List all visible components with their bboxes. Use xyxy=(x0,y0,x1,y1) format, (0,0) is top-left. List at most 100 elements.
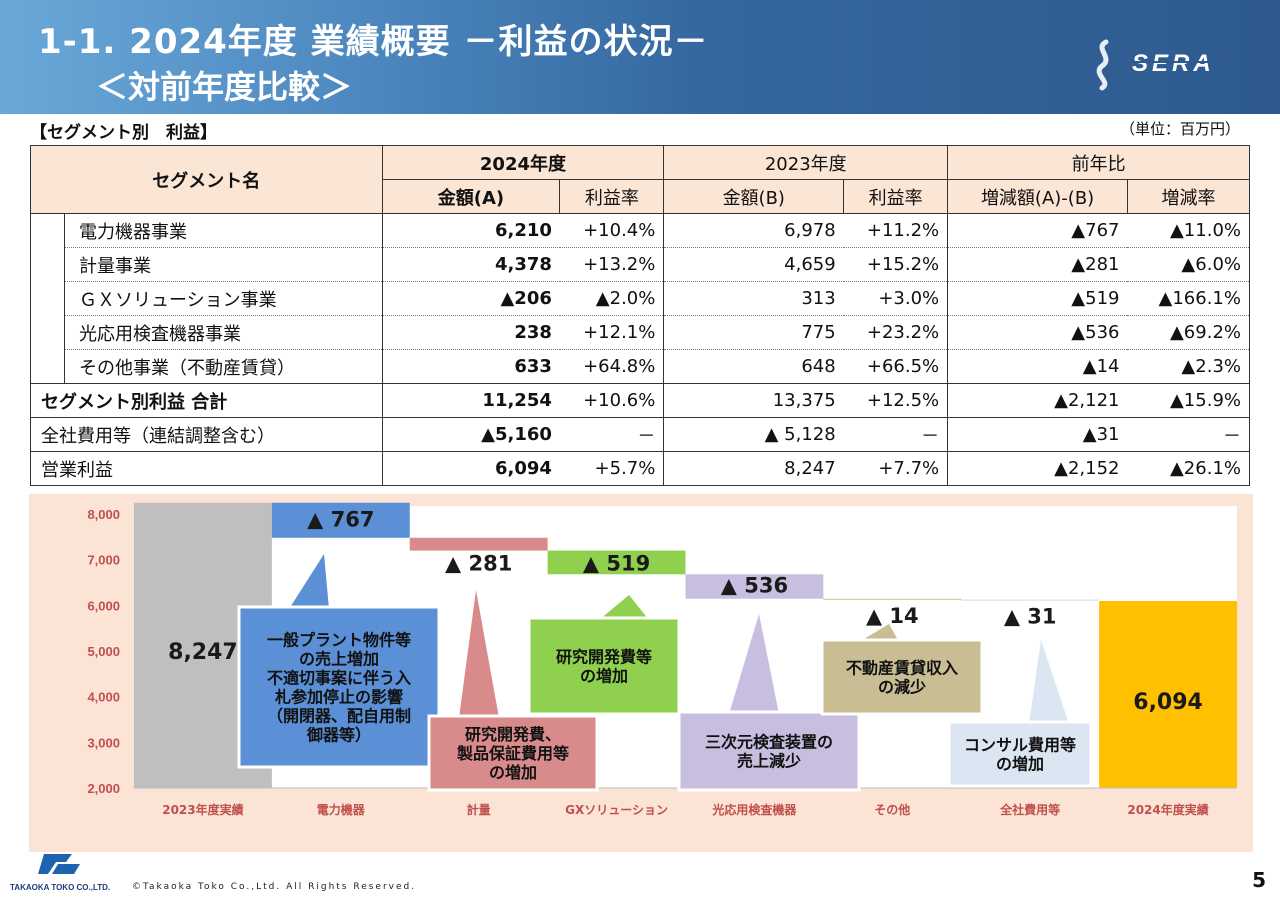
callout-text: 三次元検査装置の xyxy=(705,733,833,752)
callout-box xyxy=(947,720,1093,788)
x-tick-label: 光応用検査機器 xyxy=(711,802,797,817)
copyright: ©Takaoka Toko Co.,Ltd. All Rights Reserv… xyxy=(132,882,417,892)
cell-b: 313 xyxy=(663,281,844,316)
cell-r: ▲6.0% xyxy=(1127,247,1251,282)
y-tick-label: 2,000 xyxy=(87,781,120,796)
waterfall-chart: 2,000 3,000 4,000 5,000 6,000 7,000 8,000 2023年… xyxy=(87,502,1237,817)
cell-a: 6,210 xyxy=(381,213,560,248)
callout-text: コンサル費用等 xyxy=(964,736,1076,755)
bar xyxy=(685,574,824,599)
callout-box xyxy=(237,605,441,769)
cell-bm: +3.0% xyxy=(843,281,948,316)
header-amount-a: 金額(A) xyxy=(381,179,561,214)
cell-bm: +66.5% xyxy=(866,356,940,377)
table-row: その他事業（不動産賃貸） 633 +64.8% 648 +66.5% ▲14 ▲2.3% xyxy=(30,349,1251,384)
bar xyxy=(547,550,686,575)
cell-a: 633 xyxy=(381,349,560,384)
callout-text: 売上減少 xyxy=(737,752,801,771)
cell-d: ▲281 xyxy=(947,247,1128,282)
cell-d: ▲14 xyxy=(947,349,1128,384)
svg-text:SERA: SERA xyxy=(1132,50,1215,77)
unit-label: （単位：百万円） xyxy=(1119,120,1240,138)
segment-name: 光応用検査機器事業 xyxy=(64,315,383,350)
callout-text: の売上増加 xyxy=(299,650,379,669)
callout-text: の増加 xyxy=(996,755,1044,774)
sera-logo: SERA xyxy=(1096,39,1242,91)
indent-cell xyxy=(30,281,65,316)
table-row: 光応用検査機器事業 238 +12.1% 775 +23.2% ▲536 ▲69.2% xyxy=(30,315,1251,350)
cell-d: ▲519 xyxy=(947,281,1128,316)
y-tick-label: 8,000 xyxy=(87,507,120,522)
cell-r: ▲69.2% xyxy=(1127,315,1251,350)
table-row-corporate: 全社費用等（連結調整含む） ▲5,160 － ▲ 5,128 － ▲31 － xyxy=(30,417,1251,452)
waterfall-chart-panel: 2,000 3,000 4,000 5,000 6,000 7,000 8,000 2023年… xyxy=(29,494,1253,852)
segment-name: 計量事業 xyxy=(64,247,383,282)
header-yoy: 前年比 xyxy=(947,145,1250,180)
callout-text: 一般プラント物件等 xyxy=(267,631,411,650)
header-rate: 増減率 xyxy=(1126,179,1251,214)
data-label: 8,247 xyxy=(168,640,238,665)
page-title: 1-1. 2024年度 業績概要 －利益の状況－ xyxy=(38,22,709,62)
x-tick-label: 計量 xyxy=(467,802,491,817)
header-fy2023: 2023年度 xyxy=(663,145,949,180)
indent-cell xyxy=(30,247,65,282)
cell-b: 648 xyxy=(663,349,844,384)
callout-text: 研究開発費、 xyxy=(465,725,561,744)
cell-d: ▲767 xyxy=(947,213,1128,248)
header-diff: 増減額(A)-(B) xyxy=(947,179,1128,214)
callout-box xyxy=(677,710,861,792)
y-tick-label: 4,000 xyxy=(87,690,120,705)
indent-cell xyxy=(30,315,65,350)
cell-bm: +15.2% xyxy=(843,247,948,282)
callout-text: 札参加停止の影響 xyxy=(274,688,403,707)
callout-pointer xyxy=(859,624,899,642)
y-tick-label: 3,000 xyxy=(87,735,120,750)
callout-text: の増加 xyxy=(489,763,537,782)
segment-name: ＧＸソリューション事業 xyxy=(64,281,383,316)
table-row: 電力機器事業 6,210 +10.4% 6,978 +11.2% ▲767 ▲11.0% xyxy=(30,213,1251,248)
page-number: 5 xyxy=(1252,868,1266,892)
profit-table: セグメント名 2024年度 2023年度 前年比 金額(A) 利益率 金額(B)… xyxy=(30,145,1251,486)
callout-pointer xyxy=(1029,640,1069,724)
cell-r: ▲11.0% xyxy=(1127,213,1251,248)
x-tick-label: 全社費用等 xyxy=(999,802,1060,817)
header-margin-a: 利益率 xyxy=(559,179,665,214)
cell-a: 4,378 xyxy=(381,247,560,282)
cell-d: ▲536 xyxy=(947,315,1128,350)
callout-box xyxy=(527,616,681,716)
cell-am: ▲2.0% xyxy=(559,281,664,316)
x-tick-label: その他 xyxy=(874,802,910,817)
data-label: ▲ 281 xyxy=(445,552,512,576)
data-label: ▲ 536 xyxy=(721,573,788,597)
cell-bm: +23.2% xyxy=(843,315,948,350)
company-logo: TAKAOKA TOKO CO.,LTD. xyxy=(10,854,110,892)
callout-text: 研究開発費等 xyxy=(556,648,652,667)
cell-r: ▲2.3% xyxy=(1127,349,1251,384)
table-row: ＧＸソリューション事業 ▲206 ▲2.0% 313 +3.0% ▲519 ▲166.1% xyxy=(30,281,1251,316)
callout-text: 不適切事案に伴う入 xyxy=(267,669,411,688)
callout-pointer xyxy=(729,614,779,714)
data-label: 6,094 xyxy=(1133,690,1203,715)
x-tick-label: 2024年度実績 xyxy=(1127,802,1208,817)
data-label: ▲ 767 xyxy=(307,508,374,532)
cell-b: 775 xyxy=(663,315,844,350)
callout-text: 御器等） xyxy=(306,726,371,745)
callout-text: の減少 xyxy=(878,678,926,697)
cell-am: +64.8% xyxy=(583,356,656,377)
table-row-total: セグメント別利益 合計 11,254 +10.6% 13,375 +12.5% … xyxy=(30,383,1251,418)
bar xyxy=(1099,601,1237,788)
x-tick-label: GXソリューション xyxy=(565,803,668,817)
table-row: 計量事業 4,378 +13.2% 4,659 +15.2% ▲281 ▲6.0% xyxy=(30,247,1251,282)
header-fy2024: 2024年度 xyxy=(381,145,665,180)
cell-r: ▲166.1% xyxy=(1127,281,1251,316)
callout-text: 製品保証費用等 xyxy=(456,744,569,763)
bar xyxy=(271,502,410,538)
callout-text: 不動産賃貸収入 xyxy=(846,659,958,678)
callout-text: （開閉器、配自用制 xyxy=(267,707,411,726)
cell-a: ▲206 xyxy=(381,281,560,316)
header-margin-b: 利益率 xyxy=(843,179,949,214)
section-label: 【セグメント別 利益】 xyxy=(30,123,217,143)
header-segment: セグメント名 xyxy=(30,145,383,214)
y-tick-label: 5,000 xyxy=(87,644,120,659)
segment-name: 電力機器事業 xyxy=(64,213,383,248)
